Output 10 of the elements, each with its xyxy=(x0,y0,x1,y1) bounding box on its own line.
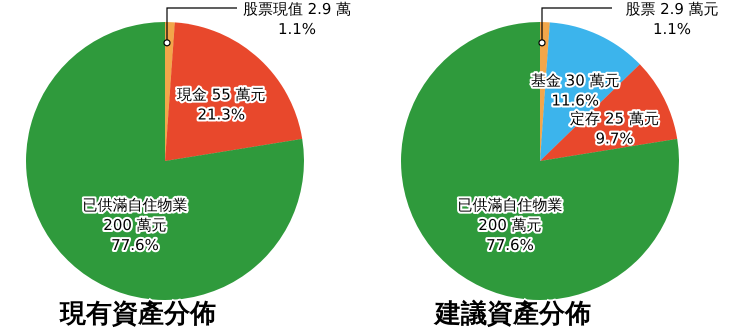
text: 建議資產分佈 xyxy=(435,298,591,331)
data-label: 200 萬元 77.6% xyxy=(478,216,542,254)
text: 現有資產分佈 xyxy=(60,298,216,331)
slice-label: 股票 2.9 萬元 1.1% xyxy=(625,0,719,38)
slice-label: 已供滿自住物業 xyxy=(82,196,188,214)
slice-label: 現金 55 萬元 21.3% xyxy=(176,85,266,124)
slice-label: 股票現值 2.9 萬 1.1% xyxy=(242,0,352,38)
data-label: 200 萬元 77.6% xyxy=(103,216,167,254)
slice-label: 已供滿自住物業 xyxy=(458,196,562,214)
slice-label: 定存 25 萬元 9.7% xyxy=(570,110,659,148)
